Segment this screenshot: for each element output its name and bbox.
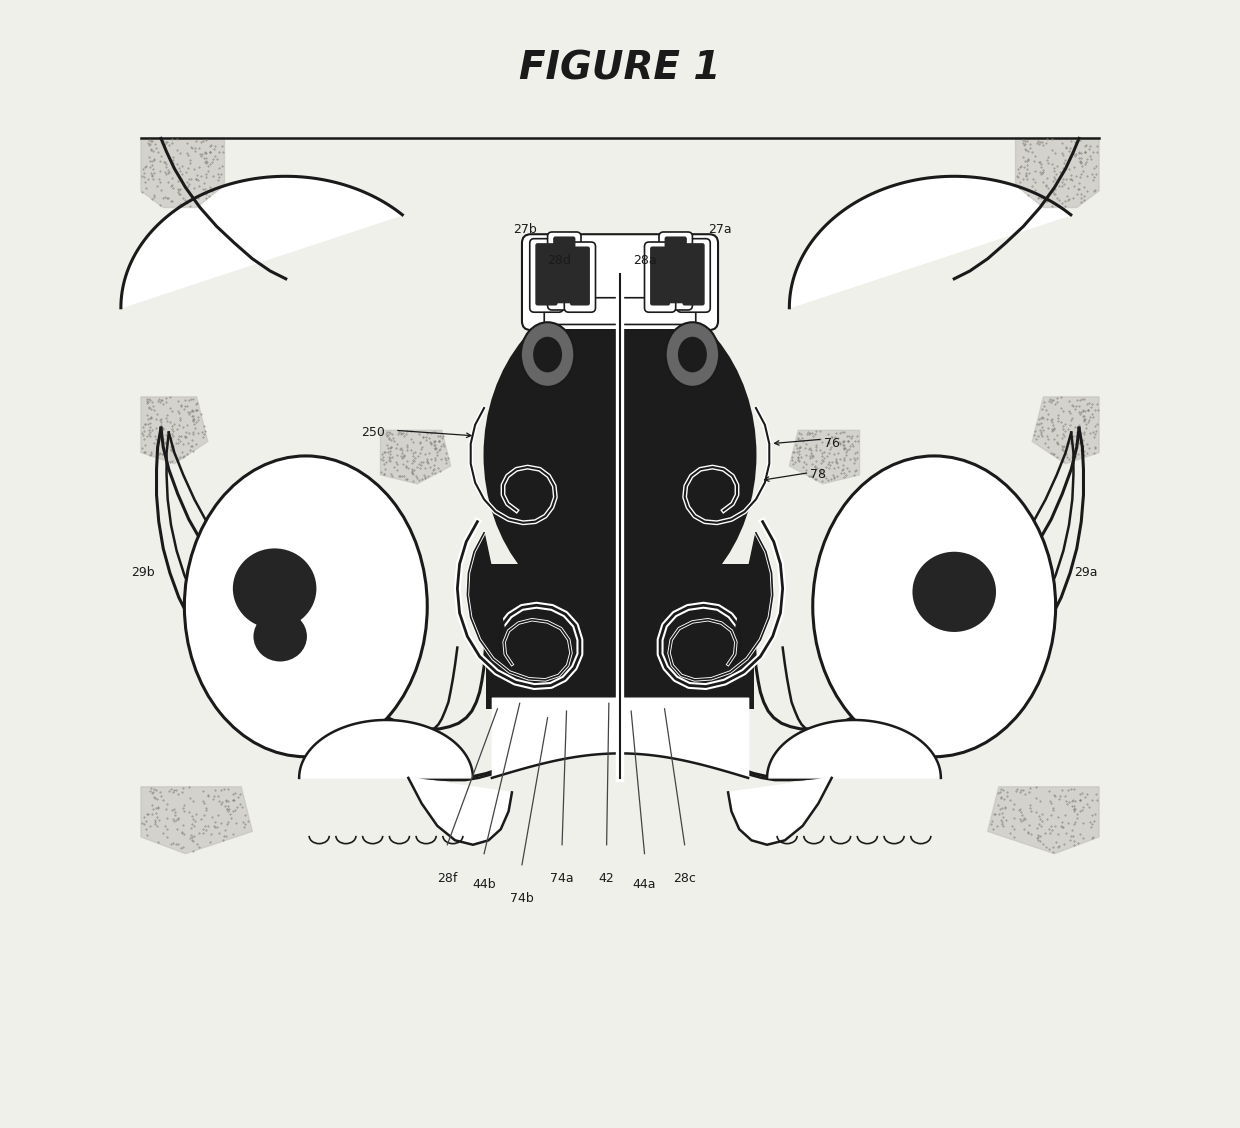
Text: 28c: 28c — [673, 872, 696, 884]
Text: 28a: 28a — [632, 255, 656, 267]
Polygon shape — [299, 720, 472, 778]
Polygon shape — [408, 778, 512, 845]
Ellipse shape — [812, 456, 1055, 757]
Ellipse shape — [533, 337, 562, 372]
Text: 78: 78 — [810, 468, 826, 482]
FancyBboxPatch shape — [553, 237, 575, 303]
Text: 27a: 27a — [708, 223, 732, 236]
Text: 76: 76 — [823, 438, 839, 450]
Polygon shape — [790, 176, 1071, 308]
Polygon shape — [1016, 139, 1099, 208]
Ellipse shape — [521, 323, 574, 387]
FancyBboxPatch shape — [570, 247, 590, 306]
Polygon shape — [1032, 397, 1099, 464]
Text: 250: 250 — [361, 426, 384, 439]
FancyBboxPatch shape — [665, 237, 687, 303]
Text: 74a: 74a — [551, 872, 574, 884]
Ellipse shape — [185, 456, 428, 757]
Bar — [486, 564, 754, 708]
Polygon shape — [120, 176, 402, 308]
FancyBboxPatch shape — [548, 232, 582, 310]
Ellipse shape — [913, 552, 996, 632]
Text: 29a: 29a — [1074, 566, 1097, 580]
Text: 28d: 28d — [547, 255, 570, 267]
FancyBboxPatch shape — [522, 235, 718, 331]
FancyBboxPatch shape — [529, 239, 563, 312]
Ellipse shape — [233, 548, 316, 628]
Text: 27b: 27b — [513, 223, 537, 236]
Text: 74b: 74b — [510, 892, 534, 905]
FancyBboxPatch shape — [650, 247, 670, 306]
FancyBboxPatch shape — [645, 243, 676, 312]
Ellipse shape — [253, 611, 308, 661]
Text: 42: 42 — [599, 872, 615, 884]
FancyBboxPatch shape — [544, 298, 696, 325]
Polygon shape — [381, 430, 450, 484]
FancyBboxPatch shape — [658, 232, 692, 310]
Ellipse shape — [678, 337, 707, 372]
Text: 44b: 44b — [472, 879, 496, 891]
Ellipse shape — [484, 291, 756, 619]
FancyBboxPatch shape — [536, 244, 558, 306]
Text: FIGURE 1: FIGURE 1 — [520, 50, 720, 87]
Polygon shape — [670, 532, 773, 680]
Text: 28f: 28f — [438, 872, 458, 884]
Text: 44a: 44a — [632, 879, 656, 891]
Polygon shape — [141, 139, 224, 208]
FancyBboxPatch shape — [682, 244, 704, 306]
FancyBboxPatch shape — [677, 239, 711, 312]
Ellipse shape — [666, 323, 719, 387]
Polygon shape — [467, 532, 570, 680]
Polygon shape — [728, 778, 832, 845]
Polygon shape — [141, 787, 253, 854]
FancyBboxPatch shape — [564, 243, 595, 312]
Polygon shape — [790, 430, 859, 484]
Text: 29b: 29b — [131, 566, 155, 580]
Polygon shape — [768, 720, 941, 778]
Polygon shape — [987, 787, 1099, 854]
Polygon shape — [141, 397, 208, 464]
